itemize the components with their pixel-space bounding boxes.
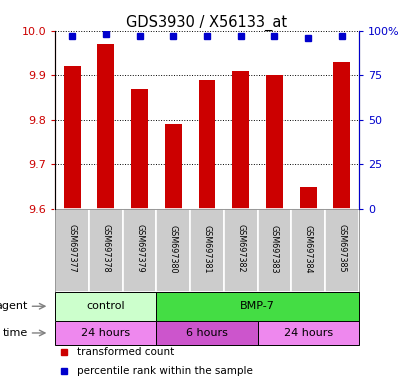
Bar [156, 321, 257, 346]
Text: time: time [3, 328, 28, 338]
Bar [324, 209, 358, 292]
Bar [156, 209, 190, 292]
Text: percentile rank within the sample: percentile rank within the sample [76, 366, 252, 376]
Bar [257, 209, 291, 292]
Bar [232, 71, 249, 209]
Text: GSM697377: GSM697377 [67, 224, 76, 273]
Bar [122, 209, 156, 292]
Text: GSM697380: GSM697380 [169, 225, 178, 273]
Bar [156, 292, 358, 321]
Bar [164, 124, 181, 209]
Bar [198, 80, 215, 209]
Bar [291, 209, 324, 292]
Text: GSM697378: GSM697378 [101, 225, 110, 273]
Text: agent: agent [0, 301, 28, 311]
Bar [64, 66, 81, 209]
Text: control: control [86, 301, 125, 311]
Text: GSM697384: GSM697384 [303, 225, 312, 273]
Bar [223, 209, 257, 292]
Text: transformed count: transformed count [76, 347, 173, 357]
Bar [55, 321, 156, 346]
Bar [89, 209, 122, 292]
Text: GSM697383: GSM697383 [269, 225, 278, 273]
Title: GDS3930 / X56133_at: GDS3930 / X56133_at [126, 15, 287, 31]
Bar [257, 321, 358, 346]
Bar [299, 187, 316, 209]
Bar [131, 89, 148, 209]
Text: GSM697379: GSM697379 [135, 224, 144, 273]
Bar [190, 209, 223, 292]
Bar [333, 62, 349, 209]
Text: GSM697385: GSM697385 [337, 225, 346, 273]
Text: GSM697381: GSM697381 [202, 225, 211, 273]
Text: GSM697382: GSM697382 [236, 225, 245, 273]
Text: 6 hours: 6 hours [186, 328, 227, 338]
Bar [55, 209, 89, 292]
Bar [55, 292, 156, 321]
Bar [97, 44, 114, 209]
Text: BMP-7: BMP-7 [240, 301, 274, 311]
Text: 24 hours: 24 hours [81, 328, 130, 338]
Text: 24 hours: 24 hours [283, 328, 332, 338]
Bar [265, 75, 282, 209]
